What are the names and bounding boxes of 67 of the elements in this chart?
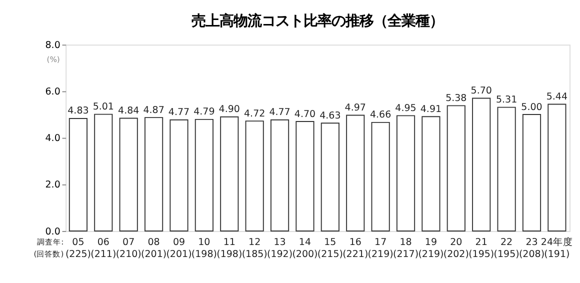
- data-label: 4.83: [68, 106, 89, 117]
- x-tick-label: 17 (219): [368, 236, 394, 260]
- data-label: 4.90: [218, 104, 240, 116]
- x-tick-label: 22 (195): [494, 236, 520, 260]
- data-label: 5.70: [470, 85, 492, 96]
- data-label: 4.72: [244, 108, 266, 120]
- data-label: 5.44: [546, 92, 568, 103]
- x-tick-label: 14 (200): [292, 236, 318, 260]
- data-label: 4.77: [269, 107, 290, 118]
- x-tick-label: 05 (225): [65, 236, 91, 260]
- chart-title: 売上高物流コスト比率の推移（全業種）: [192, 12, 444, 30]
- bar: [119, 118, 138, 232]
- text: (回答数): [34, 250, 64, 259]
- x-tick-label: 13 (192): [267, 236, 293, 260]
- y-tick-label: 4.0: [45, 133, 60, 144]
- bar: [422, 116, 440, 232]
- x-tick-label: 09 (201): [166, 236, 192, 260]
- y-tick-label: 0.0: [45, 226, 60, 238]
- bar: [396, 115, 416, 232]
- x-tick-label: 19 (219): [418, 236, 444, 260]
- y-tick-label: 8.0: [45, 40, 60, 51]
- bar: [446, 105, 466, 232]
- x-tick-label: 15 (215): [317, 236, 343, 260]
- text: 調査年:: [37, 237, 64, 246]
- data-label: 4.87: [143, 104, 164, 116]
- bar: [371, 122, 390, 232]
- bar: [220, 116, 239, 232]
- x-tick-label: 08 (201): [141, 236, 167, 260]
- data-label: 4.97: [344, 102, 366, 114]
- x-tick-label: 21 (195): [468, 236, 494, 260]
- y-tick-label: 6.0: [45, 86, 60, 98]
- bar: [472, 98, 491, 232]
- bar: [320, 122, 340, 232]
- data-label: 4.95: [395, 102, 416, 114]
- bar: [68, 118, 88, 232]
- x-tick-label: 07 (210): [116, 236, 142, 260]
- x-tick-label: 12 (185): [242, 236, 268, 260]
- data-label: 4.77: [168, 107, 190, 118]
- bar: [497, 106, 516, 232]
- x-tick-label: 16 (221): [342, 236, 368, 260]
- bar: [245, 120, 264, 232]
- x-tick-label: 20 (202): [443, 236, 469, 260]
- x-tick-label: 18 (217): [392, 236, 419, 260]
- data-label: 4.91: [420, 104, 442, 115]
- data-label: 5.38: [446, 92, 467, 104]
- bar: [548, 104, 566, 232]
- x-tick-label: 11 (198): [216, 236, 242, 260]
- bar: [194, 118, 214, 232]
- bar: [346, 114, 365, 232]
- x-tick-label: 06 (211): [90, 236, 116, 260]
- data-label: 4.66: [370, 110, 392, 121]
- x-tick-label: 10 (198): [191, 236, 217, 260]
- bar: [270, 119, 290, 232]
- data-label: 5.01: [92, 102, 114, 113]
- data-label: 5.00: [521, 102, 542, 113]
- bar: [296, 121, 314, 232]
- data-label: 4.79: [194, 106, 215, 118]
- data-label: 4.63: [320, 110, 341, 122]
- data-label: 4.70: [294, 108, 316, 120]
- bar: [94, 114, 113, 232]
- data-label: 5.31: [496, 94, 518, 106]
- data-label: 4.84: [118, 106, 140, 117]
- bar: [170, 119, 188, 232]
- y-axis-title: (%): [46, 54, 60, 64]
- bar: [522, 114, 542, 232]
- y-tick-label: 2.0: [45, 180, 60, 191]
- bar: [144, 117, 164, 232]
